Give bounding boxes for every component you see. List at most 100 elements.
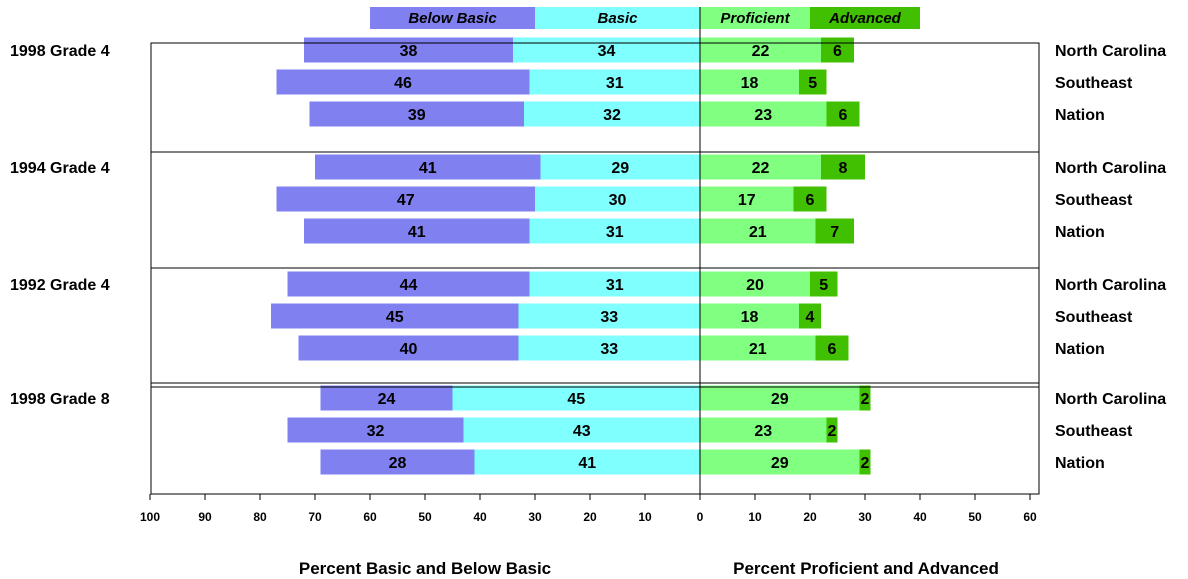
value-label-advanced: 6 bbox=[833, 43, 842, 60]
x-tick-label: 0 bbox=[697, 510, 704, 524]
x-tick-label: 60 bbox=[1023, 510, 1037, 524]
bar-below-basic bbox=[315, 154, 541, 180]
value-label-advanced: 5 bbox=[808, 75, 817, 92]
legend-label: Basic bbox=[597, 10, 638, 27]
bar-below-basic bbox=[320, 449, 475, 475]
group-label: 1994 Grade 4 bbox=[10, 160, 110, 177]
bar-basic bbox=[529, 271, 700, 297]
value-label-proficient: 18 bbox=[741, 309, 759, 326]
bar-advanced bbox=[793, 186, 827, 212]
row-label: Southeast bbox=[1055, 75, 1133, 92]
x-tick-label: 20 bbox=[803, 510, 817, 524]
x-tick-label: 70 bbox=[308, 510, 322, 524]
bar-below-basic bbox=[276, 69, 530, 95]
bar-below-basic bbox=[276, 186, 535, 212]
legend: Below Basic Basic Proficient Advanced bbox=[370, 7, 920, 29]
bar-proficient bbox=[700, 303, 799, 329]
bar-proficient bbox=[700, 186, 794, 212]
x-tick-label: 10 bbox=[638, 510, 652, 524]
bar-basic bbox=[524, 101, 700, 127]
legend-swatch bbox=[370, 7, 535, 29]
value-label-below-basic: 28 bbox=[389, 455, 407, 472]
bar-below-basic bbox=[287, 271, 530, 297]
x-tick-label: 40 bbox=[473, 510, 487, 524]
bars-layer bbox=[271, 37, 871, 475]
value-label-basic: 33 bbox=[600, 341, 618, 358]
legend-swatch bbox=[700, 7, 810, 29]
value-label-below-basic: 41 bbox=[419, 160, 437, 177]
value-label-proficient: 21 bbox=[749, 224, 767, 241]
value-label-basic: 31 bbox=[606, 224, 624, 241]
value-label-below-basic: 44 bbox=[400, 277, 418, 294]
value-label-proficient: 29 bbox=[771, 391, 789, 408]
bar-advanced bbox=[810, 271, 838, 297]
row-label: North Carolina bbox=[1055, 391, 1166, 408]
bar-proficient bbox=[700, 385, 860, 411]
bar-basic bbox=[513, 37, 700, 63]
x-tick-label: 50 bbox=[968, 510, 982, 524]
x-tick-label: 90 bbox=[198, 510, 212, 524]
value-label-below-basic: 46 bbox=[394, 75, 412, 92]
bar-basic bbox=[463, 417, 700, 443]
x-tick-label: 40 bbox=[913, 510, 927, 524]
x-tick-label: 30 bbox=[858, 510, 872, 524]
value-label-proficient: 22 bbox=[752, 160, 770, 177]
bar-below-basic bbox=[304, 37, 513, 63]
bar-advanced bbox=[815, 218, 854, 244]
x-axis-label-right: Percent Proficient and Advanced bbox=[733, 559, 999, 578]
x-tick-label: 30 bbox=[528, 510, 542, 524]
bar-advanced bbox=[859, 385, 871, 411]
legend-label: Proficient bbox=[720, 10, 790, 27]
bar-basic bbox=[518, 303, 700, 329]
bar-below-basic bbox=[304, 218, 530, 244]
value-label-below-basic: 38 bbox=[400, 43, 418, 60]
group-label: 1998 Grade 4 bbox=[10, 43, 110, 60]
bar-advanced bbox=[821, 154, 865, 180]
legend-label: Advanced bbox=[828, 10, 902, 27]
value-label-basic: 30 bbox=[609, 192, 627, 209]
value-label-advanced: 2 bbox=[828, 423, 837, 440]
x-axis: 100 90 80 70 60 50 40 30 20 10 0 10 20 30 40 50 60 bbox=[140, 494, 1037, 524]
value-label-below-basic: 24 bbox=[378, 391, 396, 408]
x-axis-label-left: Percent Basic and Below Basic bbox=[299, 559, 551, 578]
value-label-basic: 45 bbox=[567, 391, 585, 408]
bar-below-basic bbox=[287, 417, 464, 443]
bar-advanced bbox=[859, 449, 871, 475]
value-label-below-basic: 41 bbox=[408, 224, 426, 241]
value-label-basic: 34 bbox=[598, 43, 616, 60]
value-label-basic: 29 bbox=[611, 160, 629, 177]
value-label-basic: 33 bbox=[600, 309, 618, 326]
value-label-below-basic: 40 bbox=[400, 341, 418, 358]
value-label-advanced: 6 bbox=[806, 192, 815, 209]
value-label-basic: 43 bbox=[573, 423, 591, 440]
value-label-proficient: 18 bbox=[741, 75, 759, 92]
row-label: North Carolina bbox=[1055, 43, 1166, 60]
bar-proficient bbox=[700, 218, 816, 244]
bar-advanced bbox=[815, 335, 849, 361]
x-tick-label: 10 bbox=[748, 510, 762, 524]
value-label-advanced: 7 bbox=[830, 224, 839, 241]
bar-below-basic bbox=[320, 385, 453, 411]
value-label-below-basic: 32 bbox=[367, 423, 385, 440]
bar-proficient bbox=[700, 335, 816, 361]
row-label: North Carolina bbox=[1055, 277, 1166, 294]
value-label-basic: 41 bbox=[578, 455, 596, 472]
value-label-basic: 31 bbox=[606, 75, 624, 92]
bar-proficient bbox=[700, 154, 821, 180]
bar-advanced bbox=[826, 101, 860, 127]
bar-proficient bbox=[700, 417, 827, 443]
value-label-advanced: 5 bbox=[819, 277, 828, 294]
row-label: Nation bbox=[1055, 107, 1105, 124]
bar-basic bbox=[529, 218, 700, 244]
value-label-proficient: 17 bbox=[738, 192, 756, 209]
value-label-advanced: 4 bbox=[806, 309, 815, 326]
value-label-below-basic: 45 bbox=[386, 309, 404, 326]
bar-basic bbox=[535, 186, 700, 212]
value-label-proficient: 22 bbox=[752, 43, 770, 60]
row-label: Nation bbox=[1055, 341, 1105, 358]
value-label-advanced: 6 bbox=[828, 341, 837, 358]
x-tick-label: 60 bbox=[363, 510, 377, 524]
bar-basic bbox=[518, 335, 700, 361]
